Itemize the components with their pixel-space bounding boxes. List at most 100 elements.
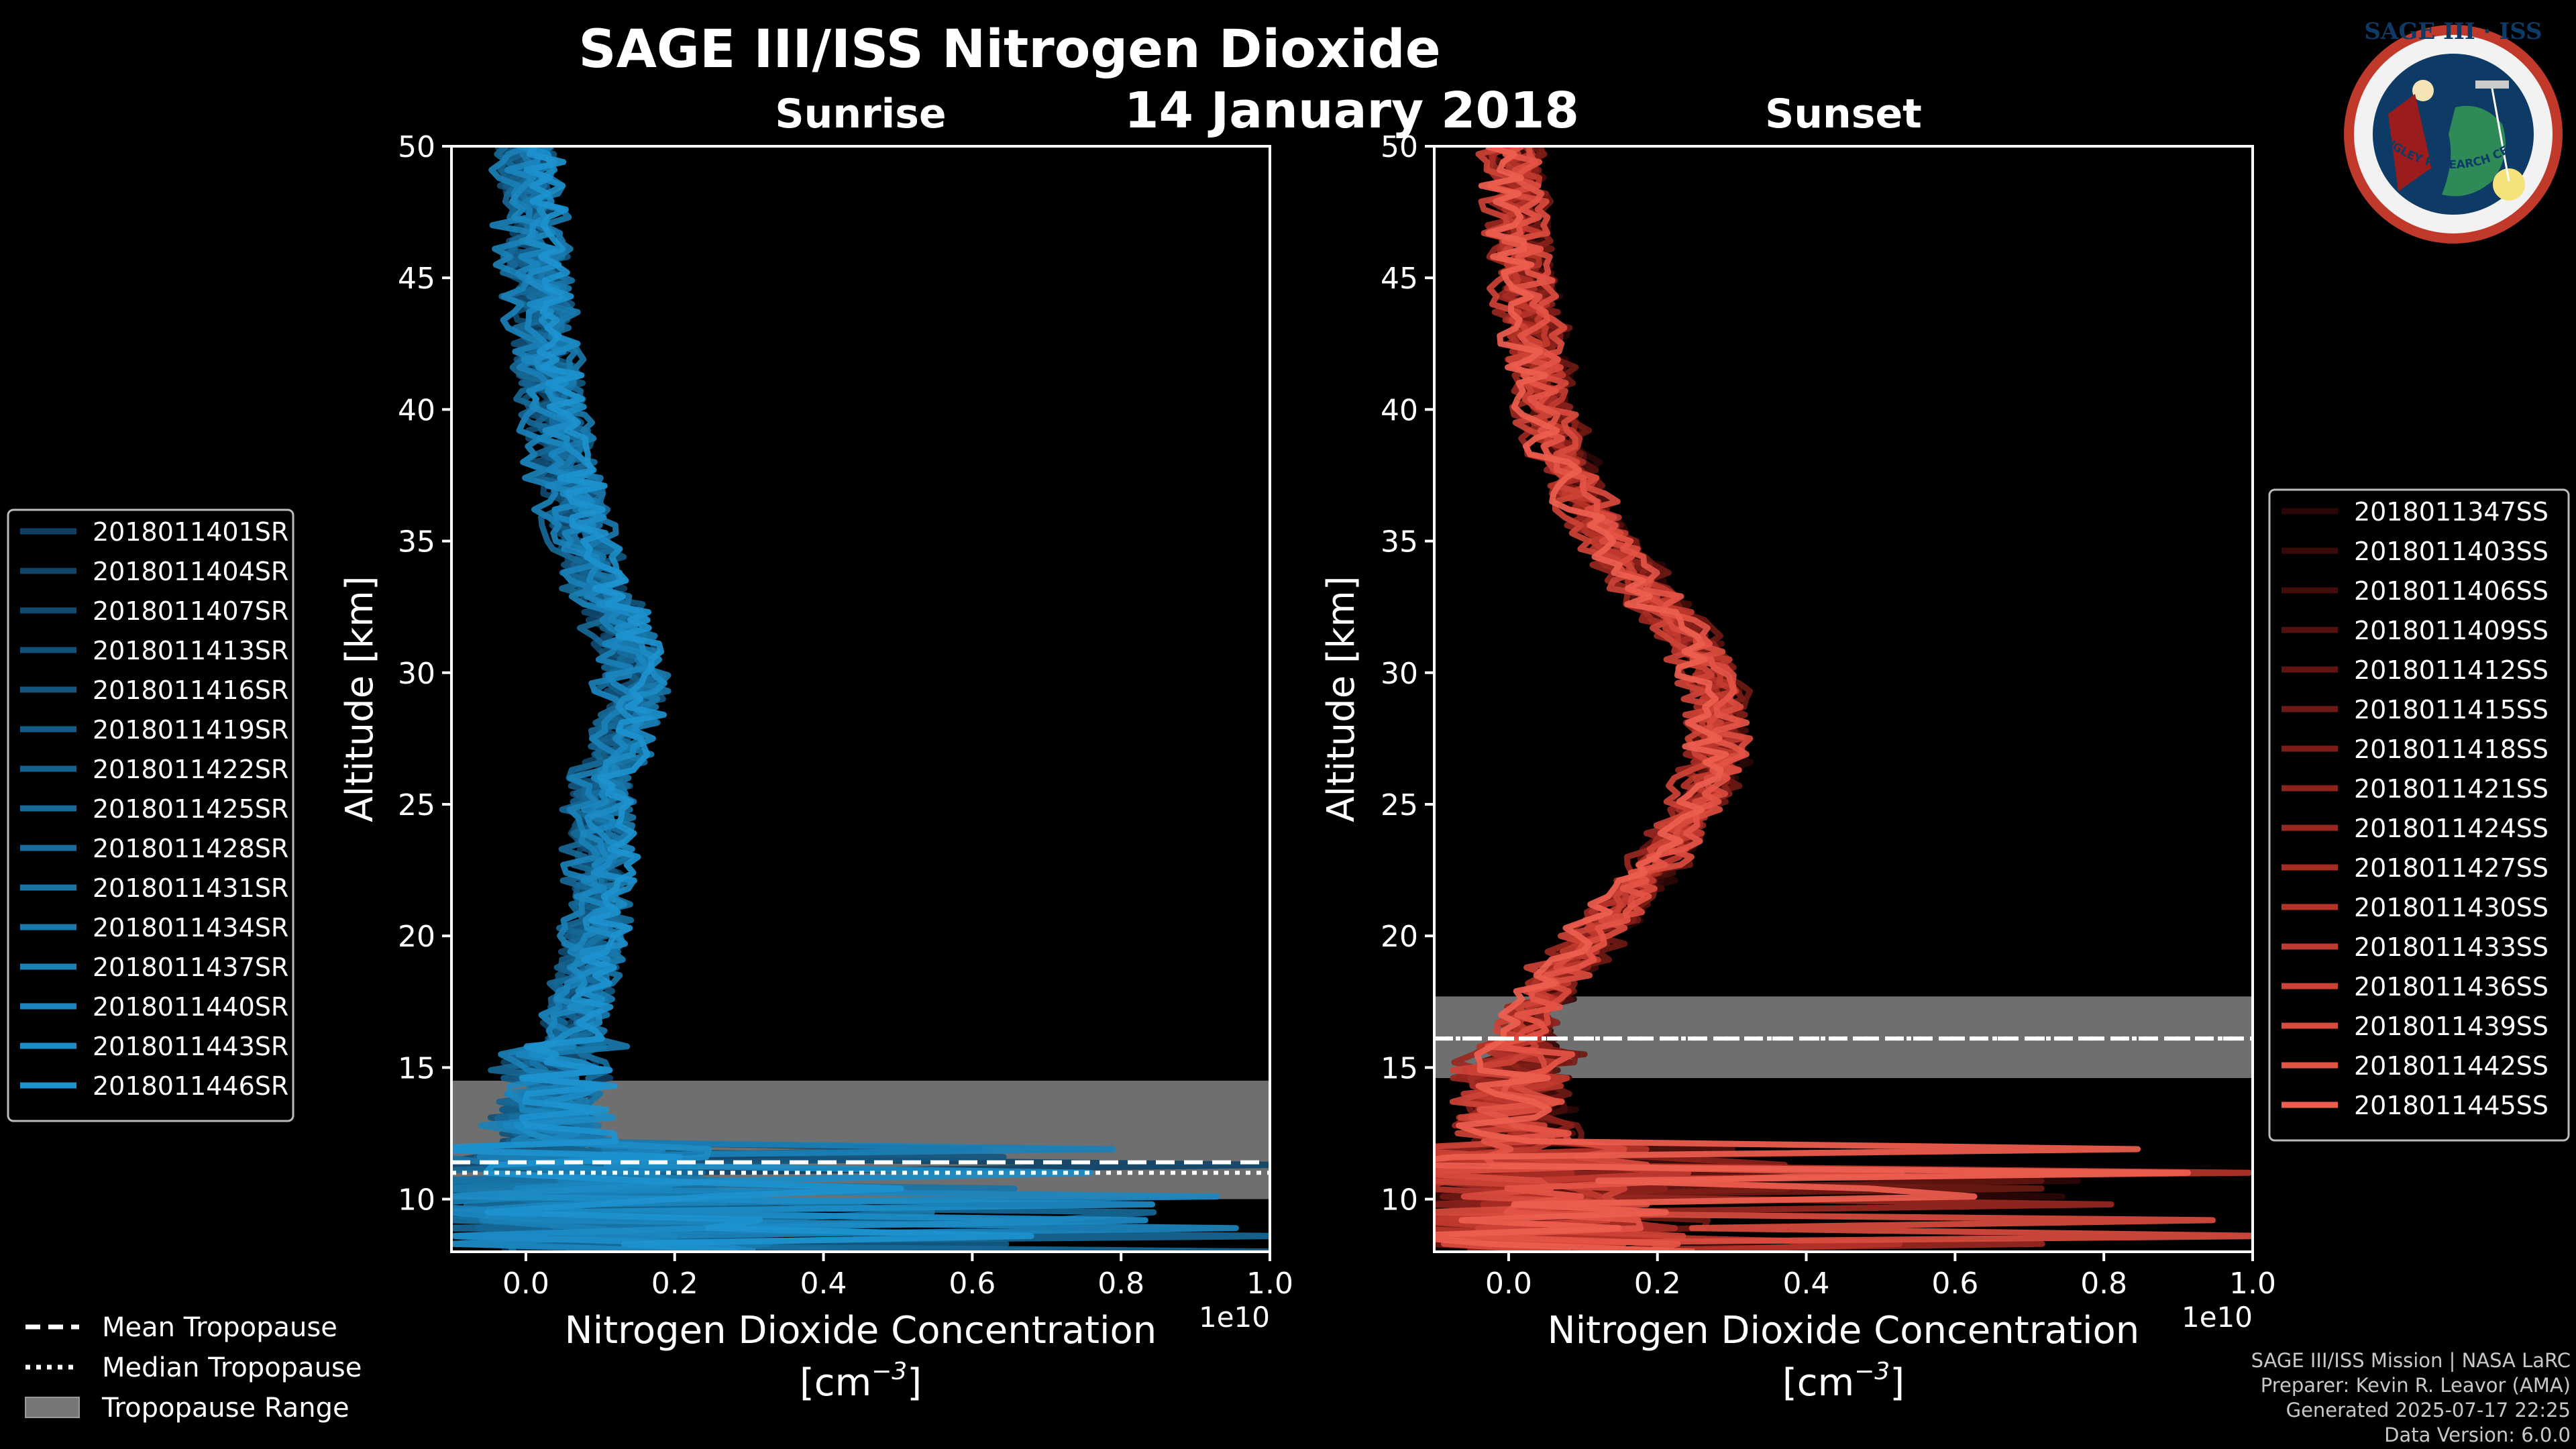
median-tropopause-legend-label: Median Tropopause [102, 1352, 362, 1383]
sunset-y-tick-label: 15 [1381, 1051, 1418, 1085]
sunrise-legend-label: 2018011407SR [93, 596, 288, 626]
moon-icon [2412, 80, 2434, 101]
sunset-panel: 10 15 20 25 30 35 40 45 50 0.0 0.2 0.4 0.6 0.8 1.0 Alt… [1320, 130, 2276, 1405]
sunrise-legend: 2018011401SR 2018011404SR 2018011407SR 2018… [7, 508, 294, 1122]
sunrise-legend-label: 2018011437SR [93, 953, 288, 982]
sunrise-y-tick-label: 50 [398, 130, 435, 164]
sunrise-legend-label: 2018011443SR [93, 1032, 288, 1061]
sunrise-legend-label: 2018011422SR [93, 755, 288, 784]
sunrise-legend-label: 2018011440SR [93, 992, 288, 1022]
sunset-legend-label: 2018011415SS [2354, 695, 2548, 724]
sunset-axes-frame [1433, 145, 2254, 1253]
sunrise-y-tick-label: 30 [398, 657, 435, 691]
sunset-x-tick-label: 0.2 [1634, 1267, 1681, 1301]
sunrise-axes-frame [450, 145, 1271, 1253]
sunrise-x-axis-unit: [cm−3] [800, 1358, 922, 1405]
sunrise-y-tick-label: 20 [398, 920, 435, 954]
sunset-legend-label: 2018011412SS [2354, 655, 2548, 685]
sunset-y-tick-label: 25 [1381, 788, 1418, 822]
sunrise-x-tick-label: 0.6 [949, 1267, 996, 1301]
sunset-legend-label: 2018011433SS [2354, 932, 2548, 962]
sunset-x-tick-label: 1.0 [2229, 1267, 2276, 1301]
credits: SAGE III/ISS Mission | NASA LaRC Prepare… [2251, 1349, 2571, 1446]
sunset-panel-title: Sunset [1765, 91, 1922, 138]
sunrise-legend-label: 2018011413SR [93, 636, 288, 665]
sunrise-legend-label: 2018011416SR [93, 676, 288, 705]
sunset-x-tick-label: 0.8 [2080, 1267, 2127, 1301]
sunrise-y-tick-label: 40 [398, 393, 435, 427]
sunrise-legend-label: 2018011431SR [93, 873, 288, 903]
sunset-legend-label: 2018011347SS [2354, 497, 2548, 527]
sunset-legend-label: 2018011409SS [2354, 616, 2548, 645]
sunset-y-tick-label: 45 [1381, 262, 1418, 296]
mean-tropopause-legend-label: Mean Tropopause [102, 1312, 337, 1343]
sunrise-y-tick-label: 15 [398, 1051, 435, 1085]
figure-title: SAGE III/ISS Nitrogen Dioxide [578, 19, 1440, 80]
sunset-legend-label: 2018011430SS [2354, 893, 2548, 922]
figure-date: 14 January 2018 [1124, 82, 1579, 140]
sunrise-legend-label: 2018011401SR [93, 517, 288, 547]
sunset-x-tick-label: 0.0 [1485, 1267, 1532, 1301]
earth-continent-icon [2442, 105, 2506, 197]
sunset-legend: 2018011347SS 2018011403SS 2018011406SS 2018… [2268, 488, 2570, 1142]
sunset-y-tick-label: 50 [1381, 130, 1418, 164]
sunrise-legend-label: 2018011446SR [93, 1071, 288, 1101]
sunrise-x-tick-label: 0.4 [800, 1267, 847, 1301]
sunrise-x-offset-label: 1e10 [1199, 1301, 1270, 1334]
credit-data-version: Data Version: 6.0.0 [2384, 1424, 2571, 1446]
logo-top-text: SAGE III · ISS [2364, 18, 2542, 45]
sage-figure-icon [2388, 94, 2432, 191]
sunrise-panel: 10 15 20 25 30 35 40 45 50 0.0 0.2 0.4 0.6 0.8 1.0 Alt… [338, 130, 1293, 1405]
sunset-x-tick-label: 0.6 [1931, 1267, 1978, 1301]
sunset-y-tick-label: 35 [1381, 525, 1418, 559]
sunrise-y-tick-label: 10 [398, 1183, 435, 1218]
sunset-legend-label: 2018011445SS [2354, 1091, 2548, 1120]
sunrise-y-tick-label: 35 [398, 525, 435, 559]
sunset-x-offset-label: 1e10 [2182, 1301, 2253, 1334]
sunset-legend-label: 2018011436SS [2354, 972, 2548, 1002]
sunrise-legend-label: 2018011425SR [93, 794, 288, 824]
credit-mission: SAGE III/ISS Mission | NASA LaRC [2251, 1349, 2571, 1372]
sunrise-x-tick-label: 0.8 [1097, 1267, 1144, 1301]
sunrise-legend-label: 2018011428SR [93, 834, 288, 863]
sunset-legend-label: 2018011418SS [2354, 735, 2548, 764]
sun-icon [2493, 168, 2525, 201]
profile-line-2018011442SS [1448, 146, 1905, 1252]
sunset-y-tick-label: 40 [1381, 393, 1418, 427]
tropopause-legend: Mean Tropopause Median Tropopause Tropop… [25, 1312, 362, 1424]
sunset-y-tick-label: 10 [1381, 1183, 1418, 1218]
sunset-x-axis-unit: [cm−3] [1782, 1358, 1904, 1405]
measurement-beam-icon [2491, 88, 2510, 182]
credit-preparer: Preparer: Kevin R. Leavor (AMA) [2261, 1374, 2571, 1397]
sunrise-legend-label: 2018011419SR [93, 715, 288, 745]
sunrise-panel-title: Sunrise [775, 91, 946, 138]
tropopause-range-legend-patch [25, 1397, 80, 1418]
sunrise-x-tick-label: 0.0 [502, 1267, 549, 1301]
sunrise-legend-label: 2018011434SR [93, 913, 288, 943]
sunset-y-tick-label: 30 [1381, 657, 1418, 691]
sunrise-x-axis-label: Nitrogen Dioxide Concentration [565, 1309, 1157, 1352]
sunset-legend-label: 2018011403SS [2354, 537, 2548, 566]
sunset-x-tick-label: 0.4 [1783, 1267, 1830, 1301]
tropopause-range-legend-label: Tropopause Range [101, 1393, 350, 1424]
profile-line-2018011445SS [1434, 146, 2192, 1252]
profile-line-2018011446SR [451, 146, 1034, 1252]
sunset-legend-label: 2018011442SS [2354, 1051, 2548, 1081]
sunset-y-tick-label: 20 [1381, 920, 1418, 954]
sunrise-legend-frame [7, 508, 294, 1122]
sunrise-x-tick-label: 1.0 [1246, 1267, 1293, 1301]
sunset-legend-label: 2018011421SS [2354, 774, 2548, 804]
profile-line-2018011437SR [451, 146, 1116, 1252]
sunset-legend-label: 2018011439SS [2354, 1012, 2548, 1041]
sunrise-legend-label: 2018011404SR [93, 557, 288, 586]
sunset-legend-label: 2018011427SS [2354, 853, 2548, 883]
sunrise-y-tick-label: 45 [398, 262, 435, 296]
space-station-icon [2475, 80, 2509, 89]
credit-generated: Generated 2025-07-17 22:25 [2286, 1399, 2571, 1421]
sunset-legend-label: 2018011406SS [2354, 576, 2548, 606]
sunset-legend-label: 2018011424SS [2354, 814, 2548, 843]
sunrise-y-tick-label: 25 [398, 788, 435, 822]
sunset-x-axis-label: Nitrogen Dioxide Concentration [1548, 1309, 2140, 1352]
sunset-y-axis-label: Altitude [km] [1320, 576, 1363, 822]
